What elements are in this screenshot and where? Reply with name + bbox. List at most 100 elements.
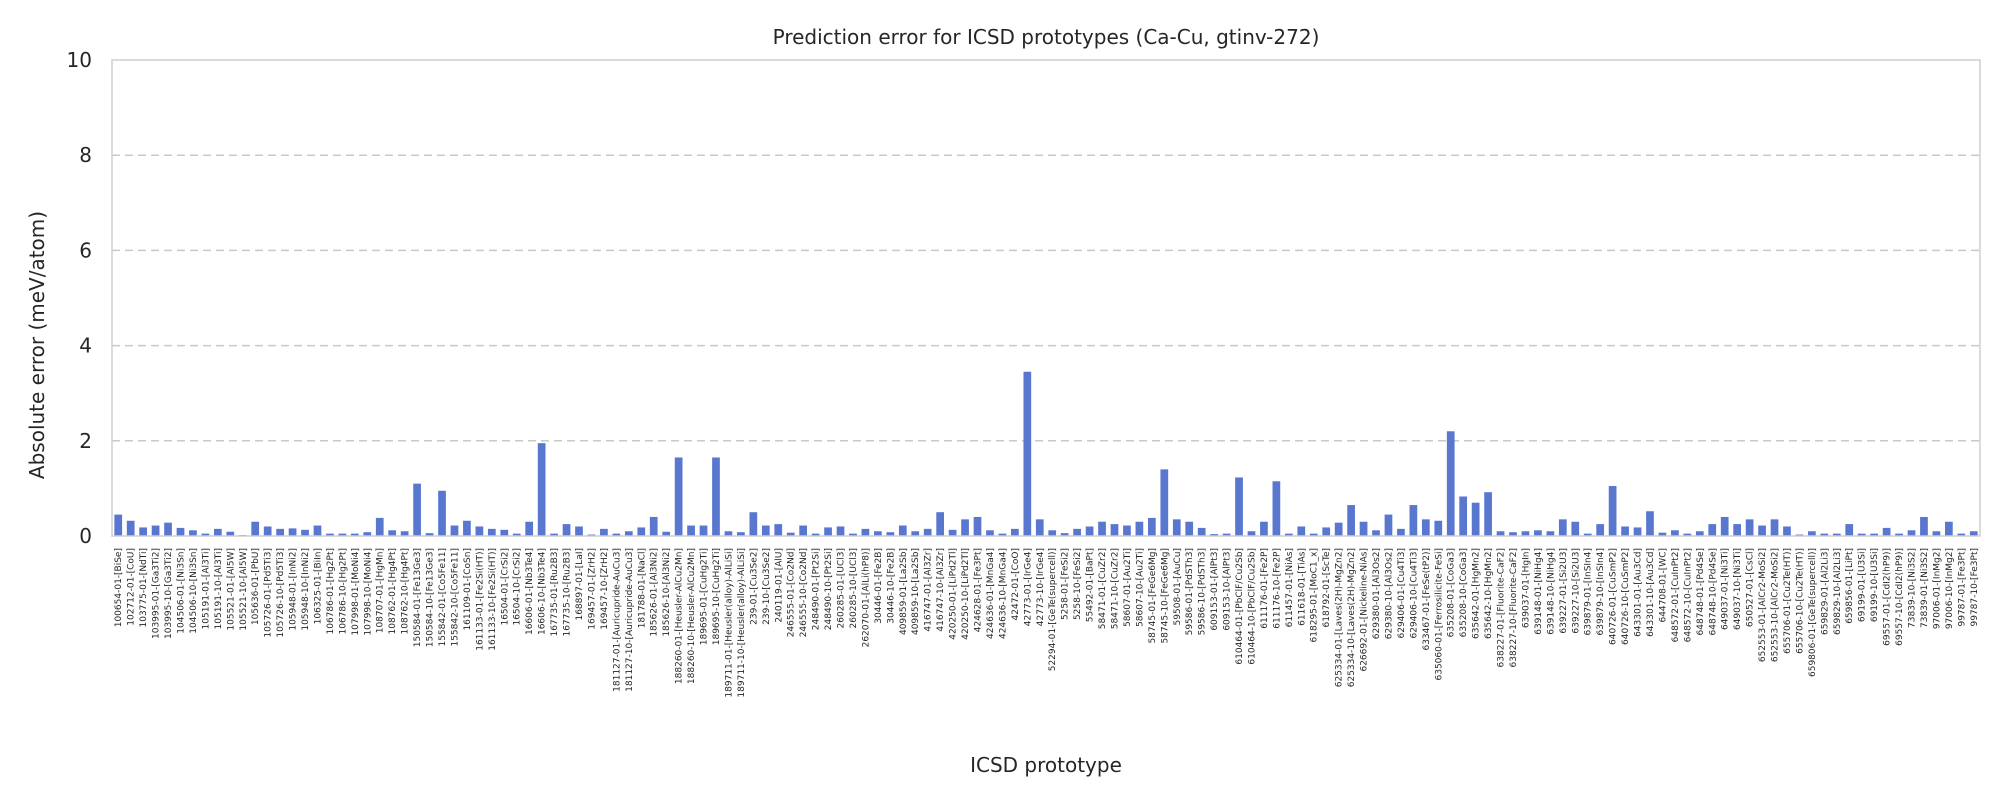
bar: [1783, 526, 1791, 536]
bar: [388, 530, 397, 536]
bar: [251, 521, 260, 536]
bars: [114, 371, 1978, 536]
x-tick-label: 629406-01-[Cu4Ti3]: [1397, 548, 1407, 639]
x-tick-label: 99787-01-[Fe3Pt]: [1957, 548, 1967, 627]
x-tick-label: 16504-01-[CrSi2]: [500, 548, 510, 626]
bar: [1646, 511, 1654, 536]
bar: [624, 531, 633, 536]
bar: [1421, 519, 1430, 536]
x-tick-label: 625334-01-[Laves(2H)-MgZn2]: [1335, 548, 1345, 687]
x-tick-label: 260285-10-[UCl3]: [849, 548, 859, 628]
bar: [1123, 525, 1131, 536]
bar: [537, 443, 546, 536]
x-tick-label: 643301-01-[Au3Cd]: [1634, 548, 1644, 637]
bar: [886, 532, 895, 536]
bar: [1098, 521, 1106, 536]
x-tick-label: 644708-01-[WC]: [1658, 548, 1668, 623]
bar: [849, 533, 857, 536]
x-tick-label: 103995-01-[Ga3Ti2]: [152, 548, 162, 639]
bar: [1372, 530, 1380, 536]
x-tick-label: 240119-01-[AlU]: [774, 548, 784, 623]
x-tick-label: 659829-01-[Al2Li3]: [1820, 548, 1830, 635]
bar: [1583, 533, 1592, 536]
x-tick-label: 97006-01-[InMg2]: [1932, 548, 1942, 629]
x-tick-label: 69199-10-[U3Si]: [1870, 548, 1880, 622]
x-tick-label: 108762-10-[Hg4Pt]: [401, 548, 411, 635]
bar: [425, 533, 434, 536]
x-tick-label: 105948-10-[InNi2]: [301, 548, 311, 631]
bar: [1509, 532, 1517, 536]
x-tick-label: 639879-01-[InSIn4]: [1584, 548, 1594, 635]
bar: [1185, 521, 1194, 536]
bar: [911, 531, 920, 536]
bar: [1770, 519, 1779, 536]
x-tick-label: 629380-01-[Al3Os2]: [1372, 548, 1382, 639]
x-tick-label: 639879-10-[InSIn4]: [1596, 548, 1606, 635]
bar: [737, 532, 745, 536]
bar: [1210, 534, 1218, 536]
x-tick-label: 58607-01-[Au2Ti]: [1123, 548, 1133, 627]
x-tick-label: 5258-10-[FeSi2]: [1073, 548, 1083, 620]
x-tick-label: 611176-01-[Fe2P]: [1260, 548, 1270, 629]
bar: [1932, 531, 1941, 536]
x-tick-label: 99787-10-[Fe3Pt]: [1970, 548, 1980, 627]
chart-title: Prediction error for ICSD prototypes (Ca…: [773, 25, 1320, 49]
x-tick-label: 189695-10-[CuHg2Ti]: [712, 548, 722, 645]
x-tick-label: 58607-10-[Au2Ti]: [1135, 548, 1145, 627]
bar: [201, 533, 210, 536]
bar: [1608, 486, 1617, 536]
bar: [176, 527, 185, 536]
bar: [1957, 533, 1966, 536]
x-tick-label: 104506-10-[Ni3Sn]: [189, 548, 199, 634]
plot-frame: [111, 59, 1981, 537]
x-tick-label: 248490-10-[Pt2Si]: [824, 548, 834, 630]
x-tick-label: 161109-01-[CoSn]: [463, 548, 473, 631]
x-tick-label: 100654-01-[BiSe]: [114, 548, 124, 627]
x-tick-label: 30446-10-[Fe2B]: [886, 548, 896, 624]
x-tick-label: 106325-01-[BiIn]: [313, 548, 323, 624]
bar: [525, 521, 534, 536]
bar: [350, 533, 359, 536]
bar: [1260, 521, 1268, 536]
bar: [1446, 431, 1455, 536]
bar: [973, 516, 982, 536]
x-tick-label: 167735-01-[Ru2B3]: [550, 548, 560, 637]
x-tick-label: 260285-01-[UCl3]: [837, 548, 847, 628]
bar: [139, 527, 147, 536]
x-tick-label: 189695-01-[CuHg2Ti]: [700, 548, 710, 645]
x-tick-label: 239-01-[Cu3Se2]: [749, 548, 759, 625]
bar: [114, 514, 123, 536]
x-tick-label: 655706-01-[Cu2Te(HT)]: [1783, 548, 1793, 654]
x-tick-label: 648748-01-[Pd4Se]: [1696, 548, 1706, 635]
bar: [1359, 521, 1368, 536]
x-tick-label: 635208-01-[CoGa3]: [1447, 548, 1457, 637]
bar: [1708, 524, 1717, 536]
x-tick-label: 638227-01-[Fluorite-CaF2]: [1497, 548, 1507, 667]
bar: [1297, 526, 1306, 536]
bar: [699, 525, 708, 536]
x-tick-label: 58745-01-[FeGe6Mg]: [1148, 548, 1158, 644]
bar: [1247, 531, 1256, 536]
bar: [1534, 530, 1542, 536]
x-tick-label: 424636-10-[MnGa4]: [998, 548, 1008, 639]
bar: [1322, 527, 1331, 536]
x-tick-label: 150584-01-[Fe13Ge3]: [413, 548, 423, 647]
x-tick-label: 639037-01-[HgIn]: [1521, 548, 1531, 628]
x-tick-label: 262070-01-[AlLi(hP8)]: [861, 548, 871, 647]
bar: [1347, 505, 1355, 536]
x-tick-label: 58471-01-[CuZr2]: [1098, 548, 1108, 629]
x-axis-label: ICSD prototype: [970, 753, 1122, 777]
bar: [1110, 524, 1119, 536]
x-tick-label: 409859-01-[La2Sb]: [899, 548, 909, 635]
x-tick-label: 150584-10-[Fe13Ge3]: [426, 548, 436, 647]
bar: [1272, 481, 1281, 536]
x-tick-label: 42472-01-[CoO]: [1011, 548, 1021, 620]
bar: [898, 525, 907, 536]
x-tick-label: 655706-10-[Cu2Te(HT)]: [1795, 548, 1805, 654]
bar: [413, 483, 421, 536]
y-tick-labels: 0 2 4 6 8 10: [67, 48, 92, 548]
bar: [363, 532, 372, 536]
bar: [164, 522, 172, 536]
x-tick-label: 106786-01-[Hg2Pt]: [326, 548, 336, 635]
